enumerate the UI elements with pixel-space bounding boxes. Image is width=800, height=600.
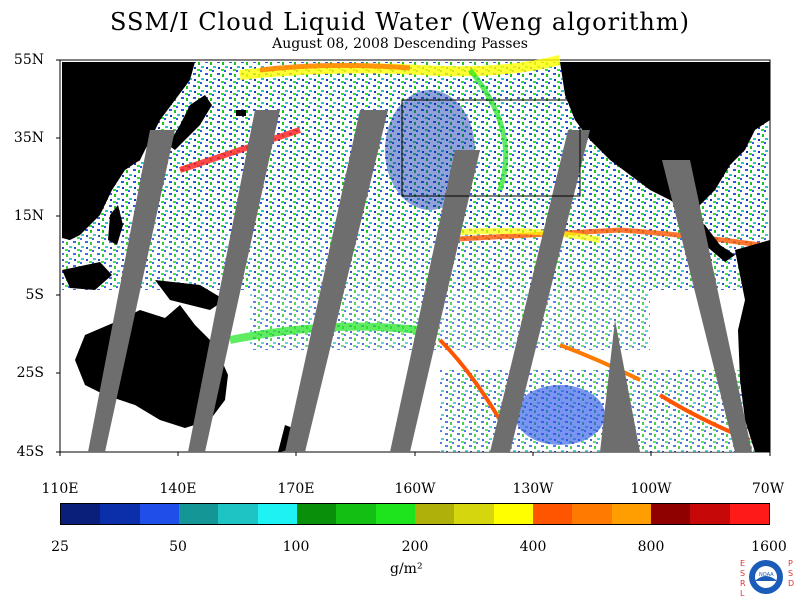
colorbar-swatch-9 bbox=[414, 504, 455, 524]
colorbar-swatch-1 bbox=[100, 504, 140, 524]
colorbar-swatch-8 bbox=[375, 504, 415, 524]
colorbar-swatch-11 bbox=[493, 504, 533, 524]
svg-text:S: S bbox=[740, 569, 745, 578]
colorbar bbox=[60, 503, 770, 525]
map-title: SSM/I Cloud Liquid Water (Weng algorithm… bbox=[109, 8, 690, 36]
colorbar-tick-800: 800 bbox=[637, 539, 665, 555]
colorbar-swatch-16 bbox=[690, 504, 730, 524]
lat-label-25s: 25S bbox=[16, 365, 44, 381]
colorbar-swatch-15 bbox=[650, 504, 691, 524]
colorbar-swatch-2 bbox=[139, 504, 179, 524]
colorbar-swatch-6 bbox=[296, 504, 337, 524]
colorbar-swatch-0 bbox=[61, 504, 101, 524]
lat-label-5s: 5S bbox=[25, 287, 45, 303]
svg-text:L: L bbox=[740, 589, 745, 598]
orbit-gaps bbox=[88, 110, 752, 452]
svg-text:P: P bbox=[788, 559, 793, 568]
colorbar-swatch-5 bbox=[257, 504, 297, 524]
lat-label-35n: 35N bbox=[13, 130, 44, 146]
svg-text:R: R bbox=[740, 579, 746, 588]
land-masses bbox=[62, 62, 770, 452]
noaa-esrl-logo: E S R L NOAA P S D bbox=[740, 559, 794, 598]
colorbar-swatch-4 bbox=[218, 504, 258, 524]
colorbar-units: g/m² bbox=[390, 561, 423, 577]
colorbar-swatch-14 bbox=[611, 504, 651, 524]
svg-text:E: E bbox=[740, 559, 745, 568]
colorbar-swatch-12 bbox=[532, 504, 573, 524]
region-box bbox=[401, 99, 581, 197]
colorbar-tick-100: 100 bbox=[282, 539, 310, 555]
colorbar-tick-1600: 1600 bbox=[751, 539, 787, 555]
lon-label-110e: 110E bbox=[41, 481, 79, 497]
colorbar-tick-200: 200 bbox=[401, 539, 429, 555]
colorbar-tick-400: 400 bbox=[519, 539, 547, 555]
lon-label-70w: 70W bbox=[751, 481, 785, 497]
lat-label-45s: 45S bbox=[16, 444, 44, 460]
map-subtitle: August 08, 2008 Descending Passes bbox=[272, 36, 528, 52]
lon-label-160w: 160W bbox=[394, 481, 436, 497]
colorbar-tick-50: 50 bbox=[169, 539, 187, 555]
lon-label-170e: 170E bbox=[277, 481, 315, 497]
colorbar-swatch-13 bbox=[572, 504, 612, 524]
colorbar-swatch-17 bbox=[729, 504, 769, 524]
lon-label-100w: 100W bbox=[630, 481, 672, 497]
svg-text:NOAA: NOAA bbox=[759, 572, 774, 578]
svg-text:D: D bbox=[788, 579, 794, 588]
lat-label-15n: 15N bbox=[13, 208, 44, 224]
svg-text:S: S bbox=[788, 569, 793, 578]
axis-ticks bbox=[56, 59, 771, 456]
map-plot-area bbox=[59, 55, 771, 453]
lat-label-55n: 55N bbox=[13, 52, 44, 68]
colorbar-swatch-7 bbox=[336, 504, 376, 524]
lon-label-140e: 140E bbox=[159, 481, 197, 497]
colorbar-swatch-10 bbox=[454, 504, 494, 524]
lon-label-130w: 130W bbox=[512, 481, 554, 497]
colorbar-tick-25: 25 bbox=[51, 539, 69, 555]
colorbar-swatch-3 bbox=[178, 504, 219, 524]
